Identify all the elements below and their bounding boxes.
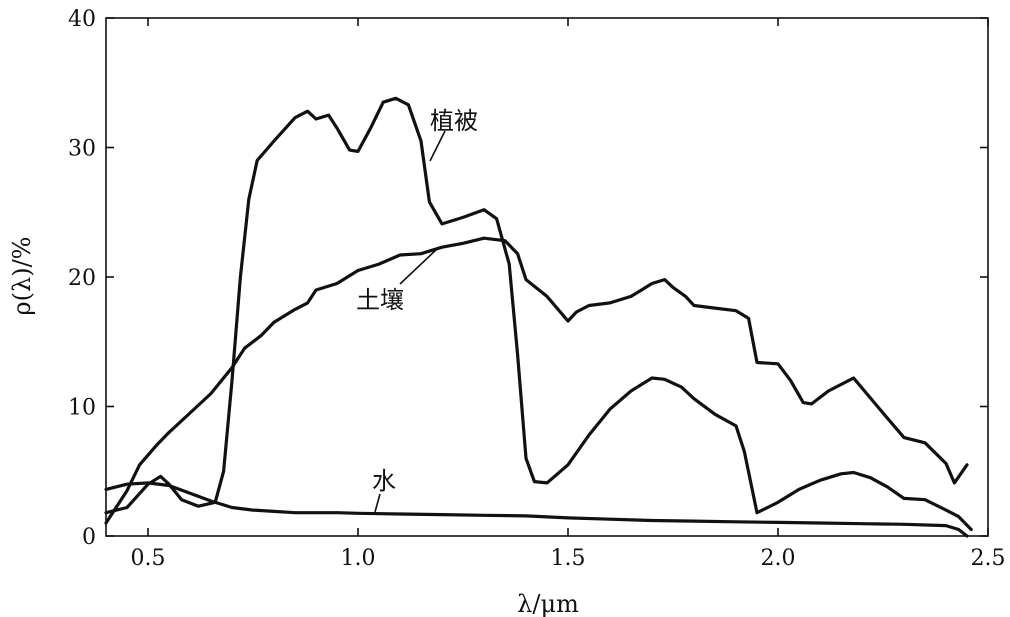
water-label: 水 [372,467,396,495]
y-tick-label: 30 [68,137,96,162]
y-tick-label: 40 [68,7,96,32]
x-tick-label: 1.5 [551,546,586,571]
series-labels: 植被 土壤 水 [356,107,478,513]
y-tick-label: 0 [82,525,96,550]
vegetation-leader-line [429,130,446,162]
vegetation-line [104,96,973,532]
x-tick-label: 2.5 [971,546,1006,571]
soil-label: 土壤 [356,286,404,314]
y-tick-label: 10 [68,396,96,421]
water-line [104,481,969,538]
soil-line [104,236,969,525]
y-axis-title: ρ(λ)/% [8,237,36,316]
x-tick-label: 1.0 [341,546,376,571]
soil-leader-line [399,248,438,285]
vegetation-label: 植被 [430,107,478,135]
y-tick-label: 20 [68,266,96,291]
x-tick-label: 0.5 [131,546,166,571]
x-tick-label: 2.0 [761,546,796,571]
x-axis-title: λ/μm [517,590,579,617]
series-layer [104,96,973,538]
plot-frame [105,17,989,537]
water-leader-line [374,493,381,513]
axes: 0.5 1.0 1.5 2.0 2.5 0 10 20 30 40 [68,7,1006,571]
